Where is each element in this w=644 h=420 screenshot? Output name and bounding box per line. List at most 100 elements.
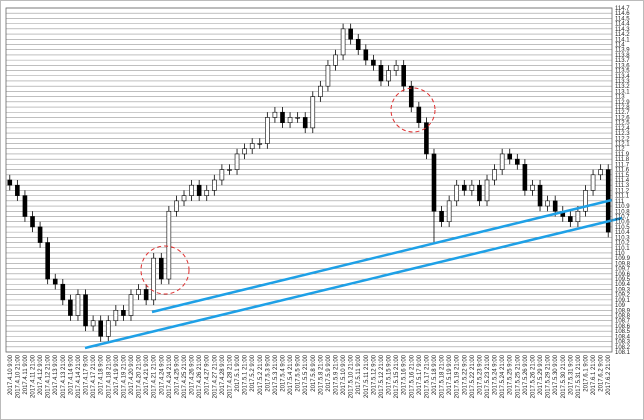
y-tick-label: 112 <box>615 147 625 153</box>
candle-body <box>280 111 285 123</box>
candle-body <box>318 85 323 97</box>
x-tick-label: 2017.5.23 21:00 <box>485 354 491 398</box>
x-tick-label: 2017.4.10 9:00 <box>8 354 14 395</box>
candle-body <box>75 294 81 316</box>
trend-line <box>84 216 623 350</box>
x-tick-label: 2017.5.26 9:00 <box>523 354 529 395</box>
candle-body <box>568 216 573 222</box>
y-tick-label: 110.5 <box>615 225 630 231</box>
x-tick-label: 2017.4.13 21:00 <box>61 354 67 398</box>
y-tick-label: 113 <box>615 95 625 101</box>
y-tick-label: 110.4 <box>615 230 630 236</box>
x-tick-label: 2017.4.12 21:00 <box>46 354 52 398</box>
y-tick-label: 113.3 <box>615 79 630 85</box>
x-tick-label: 2017.5.11 9:00 <box>356 354 362 394</box>
y-tick-label: 109.9 <box>615 256 631 262</box>
y-tick-label: 109.6 <box>615 272 631 278</box>
trend-line <box>151 198 613 314</box>
candle-body <box>189 184 194 196</box>
x-tick-label: 2017.4.24 21:00 <box>167 354 173 398</box>
x-tick-label: 2017.5.3 21:00 <box>273 354 279 395</box>
x-tick-label: 2017.5.18 9:00 <box>432 354 438 395</box>
x-tick-label: 2017.4.25 21:00 <box>182 354 188 398</box>
x-tick-label: 2017.5.29 9:00 <box>538 354 544 395</box>
candle-body <box>22 195 28 217</box>
y-tick-label: 112.7 <box>615 110 630 116</box>
x-tick-label: 2017.5.31 21:00 <box>576 354 582 398</box>
y-tick-label: 111.3 <box>615 183 630 189</box>
x-tick-label: 2017.4.21 21:00 <box>152 354 158 398</box>
y-tick-label: 113.7 <box>615 58 630 64</box>
candle-body <box>310 96 316 129</box>
y-tick-label: 109 <box>615 303 626 309</box>
candle-body <box>461 184 467 191</box>
candle-body <box>439 210 444 222</box>
candle-body <box>181 195 187 202</box>
candle-body <box>522 164 528 191</box>
x-tick-label: 2017.4.27 9:00 <box>205 354 211 395</box>
y-tick-label: 111.9 <box>615 152 630 158</box>
y-tick-label: 111.1 <box>615 194 630 200</box>
candle-body <box>136 289 141 295</box>
y-tick-label: 110.6 <box>615 220 630 226</box>
y-tick-label: 113.4 <box>615 74 630 80</box>
x-tick-label: 2017.5.9 21:00 <box>334 354 340 395</box>
candle-body <box>416 106 422 123</box>
x-tick-label: 2017.5.12 21:00 <box>379 354 385 398</box>
x-tick-label: 2017.6.1 9:00 <box>583 354 589 391</box>
y-tick-label: 108.3 <box>615 340 631 346</box>
x-tick-label: 2017.5.2 9:00 <box>250 354 256 391</box>
x-tick-label: 2017.5.5 21:00 <box>303 354 309 395</box>
candle-body <box>113 310 119 322</box>
candle-body <box>515 158 520 165</box>
candle-body <box>552 200 558 212</box>
x-tick-label: 2017.5.5 9:00 <box>296 354 302 391</box>
y-tick-label: 114.1 <box>615 37 630 43</box>
candle-body <box>265 117 270 144</box>
x-tick-label: 2017.5.22 21:00 <box>470 354 476 398</box>
x-tick-label: 2017.5.11 21:00 <box>364 354 370 398</box>
x-tick-label: 2017.4.24 9:00 <box>159 354 165 395</box>
x-tick-label: 2017.5.1 9:00 <box>235 354 241 391</box>
x-tick-label: 2017.4.21 9:00 <box>144 354 150 395</box>
candle-body <box>545 200 550 207</box>
y-tick-label: 114.7 <box>615 6 630 12</box>
y-tick-label: 109.8 <box>615 261 631 267</box>
y-tick-label: 110.8 <box>615 209 630 215</box>
y-tick-label: 111.7 <box>615 162 630 168</box>
y-tick-label: 110.1 <box>615 246 630 252</box>
candle-body <box>598 169 603 176</box>
x-tick-label: 2017.5.12 9:00 <box>371 354 377 395</box>
candle-body <box>174 200 179 212</box>
y-tick-label: 108.9 <box>615 308 631 314</box>
x-tick-label: 2017.6.1 21:00 <box>591 354 597 395</box>
candle-body <box>166 210 172 280</box>
x-tick-label: 2017.5.15 9:00 <box>387 354 393 395</box>
candle-body <box>454 184 460 202</box>
candle-body <box>386 70 391 82</box>
x-tick-label: 2017.5.1 21:00 <box>243 354 249 395</box>
candle-body <box>7 179 13 186</box>
x-tick-label: 2017.4.26 21:00 <box>197 354 203 398</box>
y-tick-label: 112.1 <box>615 142 630 148</box>
x-tick-label: 2017.4.27 21:00 <box>212 354 218 398</box>
y-tick-label: 112.4 <box>615 126 630 132</box>
x-tick-label: 2017.5.16 9:00 <box>402 354 408 395</box>
x-tick-label: 2017.4.25 9:00 <box>174 354 180 395</box>
candle-body <box>469 184 475 191</box>
y-tick-label: 112.5 <box>615 121 630 127</box>
x-tick-label: 2017.5.15 21:00 <box>394 354 400 398</box>
y-tick-label: 108.5 <box>615 329 631 335</box>
y-tick-label: 109.4 <box>615 282 631 288</box>
y-tick-label: 113.2 <box>615 84 630 90</box>
x-tick-label: 2017.5.23 9:00 <box>477 354 483 395</box>
x-tick-label: 2017.5.18 21:00 <box>440 354 446 398</box>
x-tick-label: 2017.4.28 9:00 <box>220 354 226 395</box>
y-tick-label: 114.4 <box>615 22 630 28</box>
candle-body <box>477 184 482 202</box>
candle-body <box>431 153 437 212</box>
x-tick-label: 2017.4.17 9:00 <box>84 354 90 395</box>
y-tick-label: 111 <box>615 199 625 205</box>
candle-body <box>371 59 376 66</box>
